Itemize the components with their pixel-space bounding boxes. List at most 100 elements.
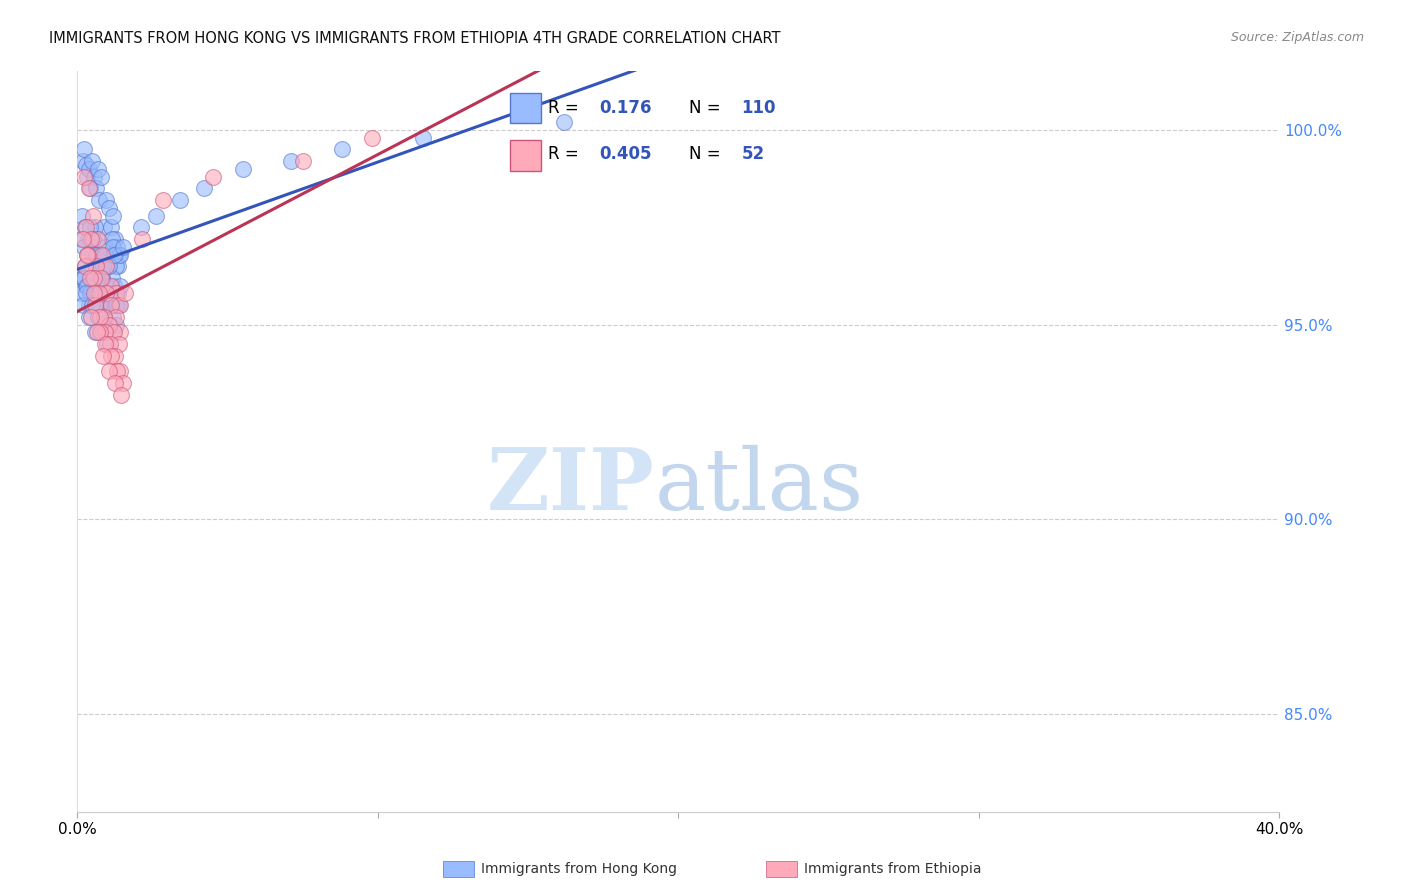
Point (103, 247, 125, 261)
Point (76, 247, 98, 261)
Point (94, 240, 117, 254)
Point (84, 181, 107, 195)
Point (97, 259, 120, 273)
Point (77, 181, 100, 195)
Point (108, 298, 131, 312)
Point (84, 286, 107, 301)
Point (100, 349, 122, 363)
Point (98, 318, 121, 332)
Point (72, 298, 94, 312)
Point (202, 169, 225, 184)
Point (76, 278, 98, 293)
Point (111, 376, 134, 390)
Point (332, 142, 354, 156)
Point (107, 286, 129, 301)
Point (70, 232, 93, 246)
Point (101, 209, 124, 223)
Point (129, 220, 152, 235)
Point (94, 247, 117, 261)
Text: atlas: atlas (654, 444, 863, 527)
Text: R =: R = (548, 145, 585, 163)
Point (361, 130, 384, 145)
Text: 110: 110 (742, 99, 776, 117)
Point (80, 286, 103, 301)
Point (83, 286, 105, 301)
Point (101, 232, 124, 246)
Point (87, 298, 110, 312)
Point (90, 271, 112, 285)
Point (96, 337, 118, 351)
Point (110, 388, 132, 402)
Point (104, 318, 127, 332)
Point (96, 278, 118, 293)
Point (97, 364, 120, 378)
Point (104, 310, 127, 324)
Point (94, 278, 117, 293)
Point (73, 259, 96, 273)
Text: Source: ZipAtlas.com: Source: ZipAtlas.com (1230, 31, 1364, 45)
Point (87, 193, 110, 207)
Point (280, 153, 302, 168)
Point (91, 271, 114, 285)
Point (80, 310, 103, 324)
Point (80, 298, 103, 312)
Point (91, 259, 114, 273)
Point (98, 298, 121, 312)
Point (94, 193, 117, 207)
Point (73, 220, 96, 235)
Point (105, 364, 128, 378)
Point (79, 220, 101, 235)
Point (103, 278, 125, 293)
Point (87, 232, 110, 246)
Text: N =: N = (689, 99, 720, 117)
Point (91, 349, 114, 363)
Point (79, 181, 101, 195)
Point (83, 271, 105, 285)
Point (77, 310, 100, 324)
Point (73, 259, 96, 273)
Point (90, 298, 112, 312)
Point (107, 337, 129, 351)
Text: N =: N = (689, 145, 720, 163)
Text: R =: R = (548, 99, 585, 117)
Point (83, 298, 105, 312)
Point (84, 259, 107, 273)
Point (111, 240, 134, 254)
Point (82, 209, 104, 223)
Point (94, 337, 117, 351)
Point (94, 286, 117, 301)
Point (98, 337, 121, 351)
Point (145, 209, 167, 223)
Point (93, 310, 115, 324)
Point (100, 298, 122, 312)
Point (93, 286, 115, 301)
Point (76, 278, 98, 293)
Point (70, 271, 93, 285)
Point (76, 247, 98, 261)
Point (93, 220, 115, 235)
Point (73, 271, 96, 285)
Point (87, 259, 110, 273)
Point (104, 286, 127, 301)
Point (75, 278, 97, 293)
Point (101, 271, 124, 285)
Point (97, 286, 120, 301)
Point (169, 193, 191, 207)
Text: 52: 52 (742, 145, 765, 163)
Point (87, 310, 110, 324)
Point (96, 286, 118, 301)
Point (193, 181, 215, 195)
Point (80, 259, 103, 273)
Text: ZIP: ZIP (486, 444, 654, 528)
Point (83, 326, 105, 340)
Point (107, 259, 129, 273)
Point (90, 326, 112, 340)
Text: 0.176: 0.176 (599, 99, 652, 117)
Point (72, 153, 94, 168)
Point (108, 247, 131, 261)
Point (232, 161, 254, 176)
Point (97, 259, 120, 273)
Point (105, 298, 128, 312)
Point (79, 286, 101, 301)
Point (108, 278, 131, 293)
